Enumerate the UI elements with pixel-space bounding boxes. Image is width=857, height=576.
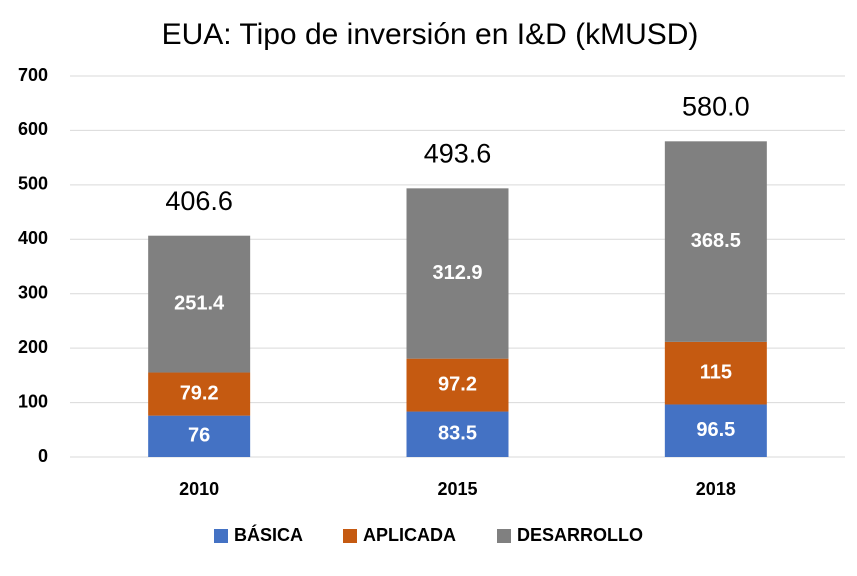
y-tick-label: 100 (18, 391, 48, 411)
bar-segment (664, 341, 767, 405)
y-tick-label: 200 (18, 337, 48, 357)
data-label: 97.2 (438, 373, 477, 395)
bar-segment (664, 141, 767, 342)
legend-label: DESARROLLO (517, 525, 643, 545)
bar-segment (664, 404, 767, 457)
y-tick-label: 0 (38, 446, 48, 466)
legend-swatch (497, 529, 511, 543)
y-tick-label: 600 (18, 119, 48, 139)
legend-swatch (214, 529, 228, 543)
y-tick-label: 700 (18, 65, 48, 85)
total-label: 406.6 (165, 186, 233, 216)
data-label: 79.2 (180, 382, 219, 404)
bar-segment (406, 188, 509, 359)
bar-segment (148, 415, 251, 457)
y-tick-label: 300 (18, 282, 48, 302)
total-label: 493.6 (424, 138, 492, 168)
bar-segment (406, 411, 509, 457)
legend-swatch (343, 529, 357, 543)
data-label: 251.4 (174, 292, 225, 314)
data-label: 368.5 (691, 230, 741, 252)
x-tick-label: 2018 (696, 479, 736, 499)
bar-segment (406, 358, 509, 412)
x-tick-label: 2015 (437, 479, 477, 499)
x-tick-label: 2010 (179, 479, 219, 499)
data-label: 76 (188, 425, 210, 447)
data-label: 115 (700, 361, 732, 383)
y-tick-label: 500 (18, 174, 48, 194)
chart-title: EUA: Tipo de inversión en I&D (kMUSD) (162, 18, 699, 51)
legend-label: APLICADA (363, 525, 456, 545)
bar-segment (148, 235, 251, 373)
data-label: 83.5 (438, 423, 477, 445)
y-tick-label: 400 (18, 228, 48, 248)
total-label: 580.0 (682, 91, 750, 121)
legend-label: BÁSICA (234, 524, 303, 545)
bar-segment (148, 372, 251, 416)
data-label: 312.9 (432, 262, 482, 284)
data-label: 96.5 (696, 419, 735, 441)
